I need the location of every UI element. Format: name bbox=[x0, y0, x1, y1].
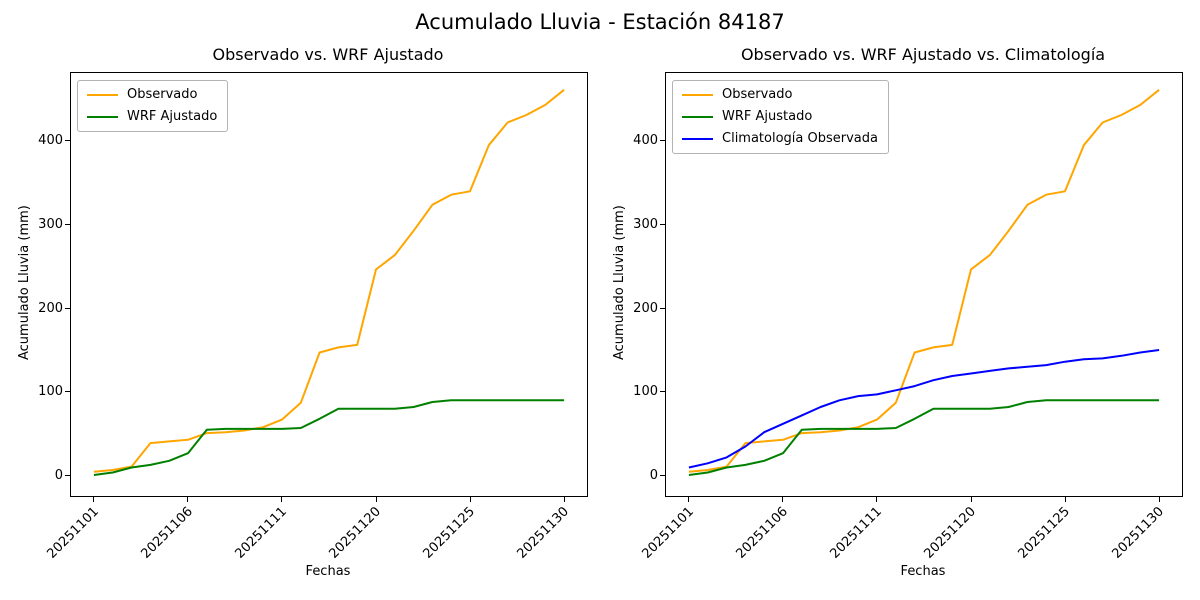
legend-item: Observado bbox=[87, 87, 217, 103]
legend-item-label: WRF Ajustado bbox=[127, 109, 218, 124]
y-axis-tick bbox=[660, 139, 665, 141]
x-axis-tick bbox=[187, 497, 189, 502]
legend-item-label: Observado bbox=[127, 87, 198, 102]
x-axis-tick bbox=[688, 497, 690, 502]
observado-legend-line-sample bbox=[87, 94, 118, 96]
y-tick-label: 200 bbox=[633, 300, 658, 316]
y-axis-tick bbox=[65, 139, 70, 141]
y-axis-tick bbox=[65, 391, 70, 393]
legend-item-label: Observado bbox=[722, 87, 793, 102]
climatologia-observada-line bbox=[688, 349, 1160, 469]
left-plot: 20251101 20251106 20251111 20251120 20251125… bbox=[38, 72, 588, 562]
y-tick-label: 100 bbox=[633, 384, 658, 400]
plot-canvas bbox=[688, 89, 1160, 476]
legend-item-label: Climatología Observada bbox=[722, 131, 878, 146]
y-axis-tick bbox=[660, 223, 665, 225]
wrf-ajustado-legend-line-sample bbox=[682, 116, 713, 118]
legend-item: Observado bbox=[682, 87, 878, 103]
right-plot-title: Observado vs. WRF Ajustado vs. Climatolo… bbox=[740, 45, 1106, 64]
x-axis-tick bbox=[782, 497, 784, 502]
x-axis-tick bbox=[375, 497, 377, 502]
observado-legend-line-sample bbox=[682, 94, 713, 96]
legend: Observado WRF Ajustado bbox=[77, 80, 229, 132]
y-tick-label: 0 bbox=[54, 468, 63, 484]
y-tick-label: 300 bbox=[633, 216, 658, 232]
y-tick-label: 400 bbox=[38, 132, 63, 148]
x-axis-tick bbox=[281, 497, 283, 502]
legend-item: WRF Ajustado bbox=[682, 109, 878, 125]
y-axis-tick bbox=[660, 475, 665, 477]
right-plot: 20251101 20251106 20251111 20251120 20251125… bbox=[633, 72, 1183, 562]
observado-line bbox=[688, 89, 1160, 473]
x-axis-tick bbox=[970, 497, 972, 502]
x-axis-tick bbox=[93, 497, 95, 502]
observado-line bbox=[93, 89, 565, 473]
y-axis-tick bbox=[65, 475, 70, 477]
wrf-ajustado-line bbox=[688, 399, 1160, 476]
x-tick-label: 20251106 bbox=[138, 504, 196, 562]
legend-item: Climatología Observada bbox=[682, 131, 878, 147]
plot-canvas bbox=[93, 89, 565, 476]
y-tick-label: 200 bbox=[38, 300, 63, 316]
x-tick-label: 20251111 bbox=[827, 504, 885, 562]
x-axis-tick bbox=[563, 497, 565, 502]
x-tick-label: 20251101 bbox=[639, 504, 697, 562]
y-axis-tick bbox=[660, 307, 665, 309]
y-tick-label: 0 bbox=[649, 468, 658, 484]
figure-title: Acumulado Lluvia - Estación 84187 bbox=[415, 10, 785, 34]
legend: Observado WRF Ajustado Climatología Observ… bbox=[672, 80, 889, 154]
x-tick-label: 20251125 bbox=[1015, 504, 1073, 562]
y-tick-label: 300 bbox=[38, 216, 63, 232]
x-tick-label: 20251101 bbox=[44, 504, 102, 562]
y-tick-label: 400 bbox=[633, 132, 658, 148]
x-axis-label: Fechas bbox=[305, 564, 351, 579]
legend-item: WRF Ajustado bbox=[87, 109, 217, 125]
x-tick-label: 20251125 bbox=[420, 504, 478, 562]
x-axis-label: Fechas bbox=[900, 564, 946, 579]
y-tick-label: 100 bbox=[38, 384, 63, 400]
y-axis-tick bbox=[660, 391, 665, 393]
climatologia-observada-legend-line-sample bbox=[682, 138, 713, 140]
left-plot-title: Observado vs. WRF Ajustado bbox=[212, 45, 444, 64]
y-axis-tick bbox=[65, 307, 70, 309]
x-axis-tick bbox=[469, 497, 471, 502]
wrf-ajustado-legend-line-sample bbox=[87, 116, 118, 118]
x-tick-label: 20251111 bbox=[232, 504, 290, 562]
x-tick-label: 20251106 bbox=[733, 504, 791, 562]
x-axis-tick bbox=[876, 497, 878, 502]
x-tick-label: 20251130 bbox=[1109, 504, 1167, 562]
x-axis-tick bbox=[1064, 497, 1066, 502]
x-axis-tick bbox=[1158, 497, 1160, 502]
y-axis-tick bbox=[65, 223, 70, 225]
x-tick-label: 20251120 bbox=[326, 504, 384, 562]
legend-item-label: WRF Ajustado bbox=[722, 109, 813, 124]
wrf-ajustado-line bbox=[93, 399, 565, 476]
x-tick-label: 20251130 bbox=[514, 504, 572, 562]
x-tick-label: 20251120 bbox=[921, 504, 979, 562]
